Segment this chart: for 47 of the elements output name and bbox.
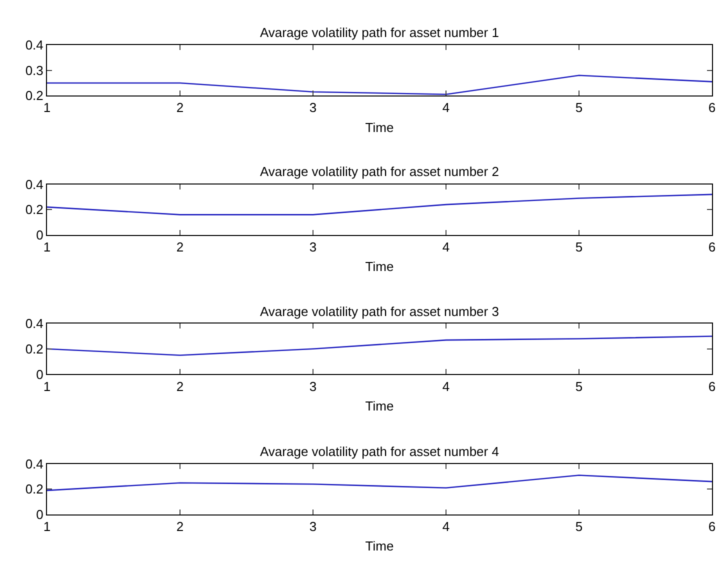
x-tick-label: 2: [176, 100, 184, 116]
x-tick-label: 4: [442, 519, 450, 534]
y-tick-label: 0.2: [25, 88, 44, 104]
x-axis-title: Time: [365, 538, 394, 554]
x-tick-label: 3: [309, 378, 317, 394]
y-tick-label: 0.3: [25, 62, 44, 78]
x-tick-label: 5: [575, 100, 583, 116]
y-tick-label: 0.2: [25, 341, 44, 356]
chart-title: Avarage volatility path for asset number 1: [260, 25, 499, 40]
x-tick-label: 4: [442, 378, 450, 394]
y-tick-label: 0: [36, 507, 44, 522]
x-tick-label: 1: [43, 378, 51, 394]
line-series: [47, 74, 712, 96]
y-tick-label: 0.2: [25, 482, 44, 497]
chart-title: Avarage volatility path for asset number 3: [260, 304, 499, 319]
x-tick-label: 4: [442, 240, 450, 255]
x-tick-label: 5: [575, 240, 583, 255]
x-tick-label: 6: [708, 378, 716, 394]
y-tick-label: 0.4: [25, 176, 44, 192]
chart-title: Avarage volatility path for asset number 2: [260, 164, 499, 179]
y-tick-label: 0: [36, 227, 44, 242]
x-axis-title: Time: [365, 120, 394, 135]
x-tick-label: 3: [309, 519, 317, 534]
line-series: [47, 474, 712, 492]
y-tick-label: 0.2: [25, 202, 44, 218]
x-tick-label: 1: [43, 240, 51, 255]
x-tick-label: 6: [708, 519, 716, 534]
x-axis-title: Time: [365, 259, 394, 274]
chart-title: Avarage volatility path for asset number 4: [260, 444, 499, 459]
line-series: [47, 194, 712, 216]
x-tick-label: 3: [309, 240, 317, 255]
x-tick-label: 2: [176, 519, 184, 534]
x-tick-label: 6: [708, 100, 716, 116]
y-tick-label: 0.4: [25, 456, 44, 472]
y-tick-label: 0.4: [25, 316, 44, 332]
x-tick-label: 1: [43, 100, 51, 116]
y-tick-label: 0.4: [25, 38, 44, 53]
x-tick-label: 2: [176, 378, 184, 394]
x-tick-label: 4: [442, 100, 450, 116]
x-axis-title: Time: [365, 398, 394, 414]
x-tick-label: 2: [176, 240, 184, 255]
x-tick-label: 5: [575, 378, 583, 394]
x-tick-label: 6: [708, 240, 716, 255]
x-tick-label: 1: [43, 519, 51, 534]
y-tick-label: 0: [36, 366, 44, 382]
x-tick-label: 3: [309, 100, 317, 116]
x-tick-label: 5: [575, 519, 583, 534]
